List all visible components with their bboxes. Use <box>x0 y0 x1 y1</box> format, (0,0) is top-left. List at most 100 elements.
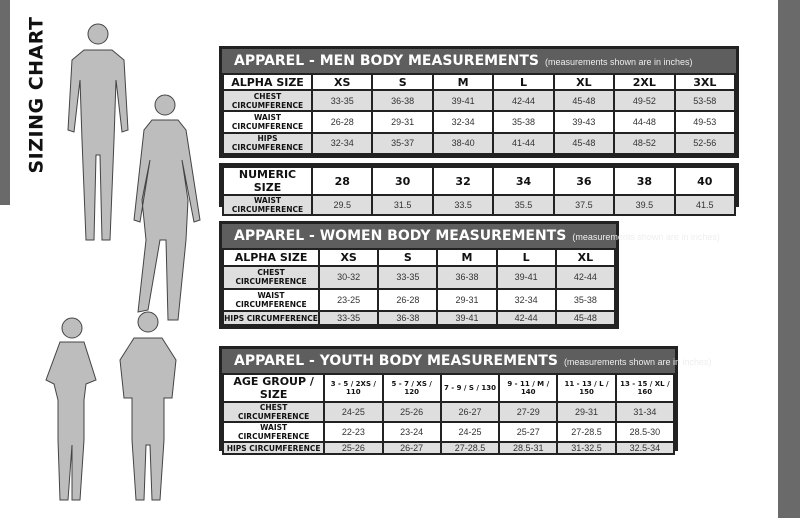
men-grid: ALPHA SIZE XS S M L XL 2XL 3XL CHEST CIRCUMFEREN… <box>221 73 737 156</box>
column-header: 11 - 13 / L / 150 <box>556 373 617 403</box>
column-header: XL <box>554 248 617 267</box>
table-cell: 41.5 <box>673 194 737 216</box>
column-header: L <box>492 73 555 91</box>
table-cell: 39-41 <box>431 88 495 113</box>
column-header: AGE GROUP / SIZE <box>221 373 326 403</box>
right-side-bar <box>778 0 800 518</box>
table-cell: 29-31 <box>371 110 434 134</box>
column-header: 38 <box>613 166 676 196</box>
table-cell: 32-34 <box>495 287 557 313</box>
youth-measurements-table: APPAREL - YOUTH BODY MEASUREMENTS (measur… <box>219 346 712 455</box>
table-cell: 26-28 <box>377 287 439 313</box>
table-cell: 26-27 <box>381 441 442 455</box>
row-label: HIPS CIRCUMFERENCE <box>221 131 314 156</box>
table-row: HIPS CIRCUMFERENCE 33-35 36-38 39-41 42-44 45… <box>221 310 617 326</box>
table-cell: 39-41 <box>436 310 498 326</box>
table-cell: 32.5-34 <box>614 441 676 455</box>
woman-silhouette <box>133 94 201 321</box>
table-cell: 37.5 <box>552 194 616 216</box>
table-cell: 26-27 <box>439 401 501 423</box>
column-header: 2XL <box>613 73 676 91</box>
table-cell: 39.5 <box>613 194 676 216</box>
man-silhouette <box>67 23 129 241</box>
table-cell: 28.5-31 <box>498 441 559 455</box>
column-header: M <box>431 73 495 91</box>
table-cell: 25-27 <box>498 421 559 443</box>
table-row: CHEST CIRCUMFERENCE 30-32 33-35 36-38 39-41 4… <box>221 265 617 290</box>
table-cell: 35-37 <box>371 131 434 156</box>
table-cell: 42-44 <box>495 310 557 326</box>
table-row: WAIST CIRCUMFERENCE 22-23 23-24 24-25 25-27 2… <box>221 421 676 443</box>
table-cell: 23-24 <box>381 421 442 443</box>
women-measurements-table: APPAREL - WOMEN BODY MEASUREMENTS (measur… <box>219 221 720 329</box>
table-cell: 52-56 <box>673 131 737 156</box>
table-cell: 29.5 <box>311 194 374 216</box>
table-cell: 48-52 <box>613 131 676 156</box>
table-cell: 45-48 <box>552 131 616 156</box>
column-header: 34 <box>492 166 555 196</box>
table-cell: 25-26 <box>323 441 384 455</box>
column-header: 40 <box>673 166 737 196</box>
table-cell: 28.5-30 <box>614 421 676 443</box>
table-cell: 31-34 <box>614 401 676 423</box>
youth-table-title: APPAREL - YOUTH BODY MEASUREMENTS <box>234 353 558 369</box>
table-row: WAIST CIRCUMFERENCE 29.5 31.5 33.5 35.5 37.5 3… <box>221 194 737 216</box>
table-cell: 35.5 <box>492 194 555 216</box>
table-cell: 33.5 <box>431 194 495 216</box>
women-table-title: APPAREL - WOMEN BODY MEASUREMENTS <box>234 228 567 244</box>
body-silhouettes <box>45 23 201 501</box>
row-label: CHEST CIRCUMFERENCE <box>221 88 314 113</box>
table-cell: 38-40 <box>431 131 495 156</box>
table-cell: 27-28.5 <box>556 421 617 443</box>
header-row: NUMERIC SIZE 28 30 32 34 36 38 40 <box>221 166 737 196</box>
table-cell: 32-34 <box>311 131 374 156</box>
column-header: ALPHA SIZE <box>221 73 314 91</box>
table-cell: 39-43 <box>552 110 616 134</box>
table-cell: 29-31 <box>556 401 617 423</box>
header-row: ALPHA SIZE XS S M L XL 2XL 3XL <box>221 73 737 91</box>
youth-table-header: APPAREL - YOUTH BODY MEASUREMENTS (measur… <box>222 349 712 373</box>
column-header: ALPHA SIZE <box>221 248 321 267</box>
column-header: XS <box>311 73 374 91</box>
column-header: XL <box>552 73 616 91</box>
table-cell: 31-32.5 <box>556 441 617 455</box>
girl-silhouette <box>45 317 97 501</box>
table-cell: 36-38 <box>436 265 498 290</box>
men-numeric-table: NUMERIC SIZE 28 30 32 34 36 38 40 WAIST CIRCUMFE… <box>219 163 739 216</box>
table-cell: 31.5 <box>371 194 434 216</box>
row-label: HIPS CIRCUMFERENCE <box>221 441 326 455</box>
column-header: 3 - 5 / 2XS / 110 <box>323 373 384 403</box>
table-cell: 39-41 <box>495 265 557 290</box>
women-table-header: APPAREL - WOMEN BODY MEASUREMENTS (measur… <box>222 224 720 248</box>
column-header: 9 - 11 / M / 140 <box>498 373 559 403</box>
column-header: 5 - 7 / XS / 120 <box>381 373 442 403</box>
column-header: 7 - 9 / S / 130 <box>439 373 501 403</box>
table-cell: 35-38 <box>554 287 617 313</box>
row-label: WAIST CIRCUMFERENCE <box>221 421 326 443</box>
women-table-subtitle: (measurements shown are in inches) <box>572 232 720 242</box>
column-header: 13 - 15 / XL / 160 <box>614 373 676 403</box>
column-header: 28 <box>311 166 374 196</box>
table-cell: 23-25 <box>318 287 380 313</box>
header-row: AGE GROUP / SIZE 3 - 5 / 2XS / 110 5 - 7 /… <box>221 373 676 403</box>
row-label: WAIST CIRCUMFERENCE <box>221 110 314 134</box>
table-cell: 25-26 <box>381 401 442 423</box>
table-cell: 26-28 <box>311 110 374 134</box>
column-header: 3XL <box>673 73 737 91</box>
column-header: 30 <box>371 166 434 196</box>
table-cell: 33-35 <box>311 88 374 113</box>
table-row: WAIST CIRCUMFERENCE 23-25 26-28 29-31 32-34 3… <box>221 287 617 313</box>
table-cell: 35-38 <box>492 110 555 134</box>
table-row: WAIST CIRCUMFERENCE 26-28 29-31 32-34 35-38 3… <box>221 110 737 134</box>
table-cell: 24-25 <box>439 421 501 443</box>
column-header: M <box>436 248 498 267</box>
table-row: HIPS CIRCUMFERENCE 32-34 35-37 38-40 41-44 45… <box>221 131 737 156</box>
table-cell: 41-44 <box>492 131 555 156</box>
table-cell: 42-44 <box>554 265 617 290</box>
men-table-subtitle: (measurements shown are in inches) <box>544 57 693 67</box>
column-header: 32 <box>431 166 495 196</box>
column-header: NUMERIC SIZE <box>221 166 314 196</box>
table-cell: 53-58 <box>673 88 737 113</box>
table-cell: 29-31 <box>436 287 498 313</box>
men-table-title: APPAREL - MEN BODY MEASUREMENTS <box>234 53 539 69</box>
